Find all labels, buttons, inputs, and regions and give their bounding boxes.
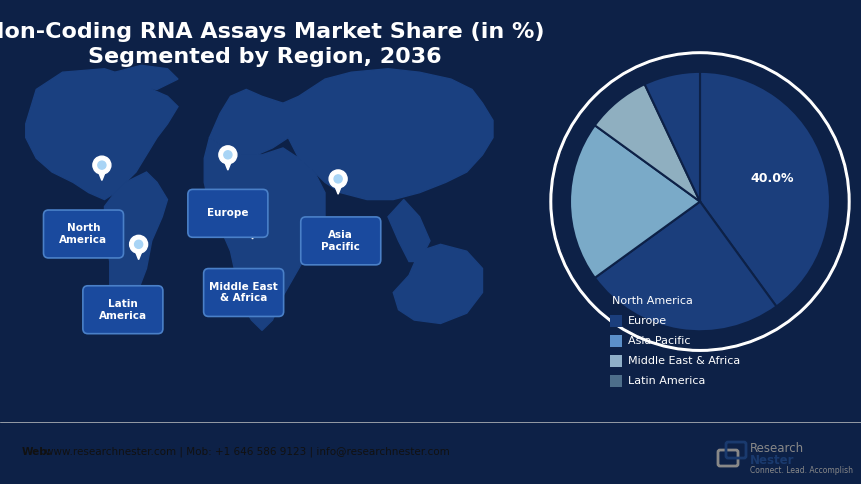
FancyBboxPatch shape [43, 210, 123, 258]
Circle shape [549, 52, 849, 351]
Polygon shape [204, 137, 325, 331]
Text: Middle East
& Africa: Middle East & Africa [209, 282, 278, 303]
Polygon shape [96, 168, 107, 181]
Text: Nester: Nester [749, 454, 794, 467]
Text: Segmented by Region, 2036: Segmented by Region, 2036 [88, 47, 442, 67]
Text: Asia Pacific: Asia Pacific [628, 336, 690, 346]
Circle shape [244, 215, 261, 233]
Text: Web:: Web: [22, 447, 52, 457]
Wedge shape [594, 201, 776, 331]
Polygon shape [387, 199, 430, 261]
Text: Latin America: Latin America [628, 376, 704, 386]
Circle shape [97, 161, 106, 169]
Polygon shape [282, 69, 492, 199]
FancyBboxPatch shape [610, 355, 622, 367]
Wedge shape [569, 125, 699, 278]
Text: Non-Coding RNA Assays Market Share (in %): Non-Coding RNA Assays Market Share (in %… [0, 22, 543, 42]
Polygon shape [209, 90, 299, 155]
Text: Middle East & Africa: Middle East & Africa [628, 356, 740, 366]
Text: Asia
Pacific: Asia Pacific [321, 230, 360, 252]
Circle shape [334, 175, 342, 183]
FancyBboxPatch shape [610, 315, 622, 327]
Circle shape [219, 146, 237, 164]
Polygon shape [115, 65, 177, 90]
Circle shape [329, 170, 347, 188]
Polygon shape [333, 182, 343, 194]
Circle shape [553, 55, 846, 348]
Polygon shape [247, 227, 257, 239]
Circle shape [134, 240, 143, 248]
FancyBboxPatch shape [188, 189, 268, 237]
Text: 40.0%: 40.0% [749, 172, 792, 185]
FancyBboxPatch shape [203, 269, 283, 317]
Circle shape [248, 220, 257, 227]
Polygon shape [223, 157, 232, 170]
Text: www.researchnester.com | Mob: +1 646 586 9123 | info@researchnester.com: www.researchnester.com | Mob: +1 646 586… [45, 447, 449, 457]
Text: Europe: Europe [207, 208, 248, 218]
Polygon shape [104, 172, 167, 331]
FancyBboxPatch shape [610, 375, 622, 387]
Text: North
America: North America [59, 223, 108, 245]
Wedge shape [644, 72, 699, 201]
Circle shape [129, 235, 147, 253]
FancyBboxPatch shape [83, 286, 163, 333]
Wedge shape [594, 84, 699, 201]
Circle shape [224, 151, 232, 159]
FancyBboxPatch shape [610, 335, 622, 347]
Polygon shape [133, 247, 144, 259]
Text: Connect. Lead. Accomplish: Connect. Lead. Accomplish [749, 466, 852, 474]
Text: North America: North America [611, 296, 692, 306]
Polygon shape [393, 244, 482, 323]
Wedge shape [699, 72, 829, 306]
Text: Latin
America: Latin America [99, 299, 146, 320]
Text: Europe: Europe [628, 317, 666, 326]
Text: Research: Research [749, 441, 803, 454]
FancyBboxPatch shape [300, 217, 381, 265]
Polygon shape [26, 69, 177, 199]
Circle shape [93, 156, 111, 174]
